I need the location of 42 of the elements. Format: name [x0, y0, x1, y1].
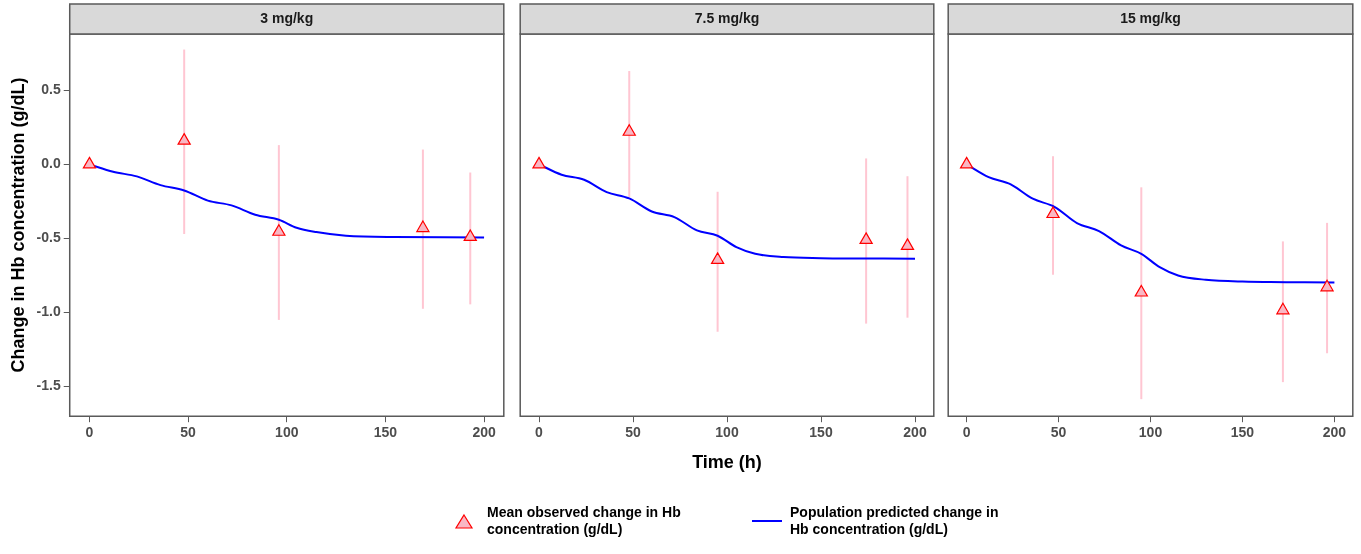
x-tick-label: 200 — [1322, 424, 1347, 441]
point — [622, 124, 636, 136]
point — [416, 220, 430, 233]
x-tick-label: 100 — [275, 424, 299, 441]
x-tick-label: 150 — [373, 424, 398, 441]
point — [1046, 206, 1060, 219]
x-tick-label: 150 — [809, 424, 833, 441]
point — [859, 232, 873, 245]
legend-label: Population predicted change in Hb concentration (g/dL) — [790, 504, 1000, 538]
x-tick-label: 0 — [85, 424, 94, 441]
chart-title: 3 mg/kg — [260, 9, 314, 26]
point — [1320, 279, 1334, 292]
y-tick-label: -0.5 — [36, 229, 61, 246]
x-tick-label: 50 — [625, 424, 641, 441]
x-tick-label: 150 — [1230, 424, 1255, 441]
point — [532, 156, 546, 169]
x-tick-label: 100 — [715, 424, 739, 441]
point — [1276, 302, 1290, 315]
x-tick-label: 50 — [1050, 424, 1067, 441]
x-tick-label: 50 — [180, 424, 197, 441]
point — [177, 133, 191, 145]
point — [1134, 284, 1148, 297]
x-tick-label: 0 — [535, 424, 544, 441]
x-tick-label: 0 — [962, 424, 971, 441]
point — [900, 238, 915, 250]
x-tick-label: 200 — [472, 424, 496, 441]
chart-title: 7.5 mg/kg — [694, 9, 760, 26]
x-tick-label: 100 — [1138, 424, 1163, 441]
legend-label: Mean observed change in Hb concentration (g/dL) — [487, 504, 682, 538]
y-tick-label: -1.5 — [36, 377, 61, 394]
point — [82, 156, 97, 169]
point — [463, 229, 477, 242]
y-tick-label: -1.0 — [36, 303, 61, 320]
y-tick-label: 0.5 — [41, 81, 61, 98]
y-tick-label: 0.0 — [41, 155, 61, 172]
chart-title: 15 mg/kg — [1120, 9, 1181, 26]
x-axis-title: Time (h) — [692, 451, 762, 472]
point — [272, 224, 286, 236]
point — [959, 156, 974, 169]
x-tick-label: 200 — [903, 424, 927, 441]
y-axis-title: Change in Hb concentration (g/dL) — [7, 77, 28, 373]
point — [710, 252, 725, 265]
